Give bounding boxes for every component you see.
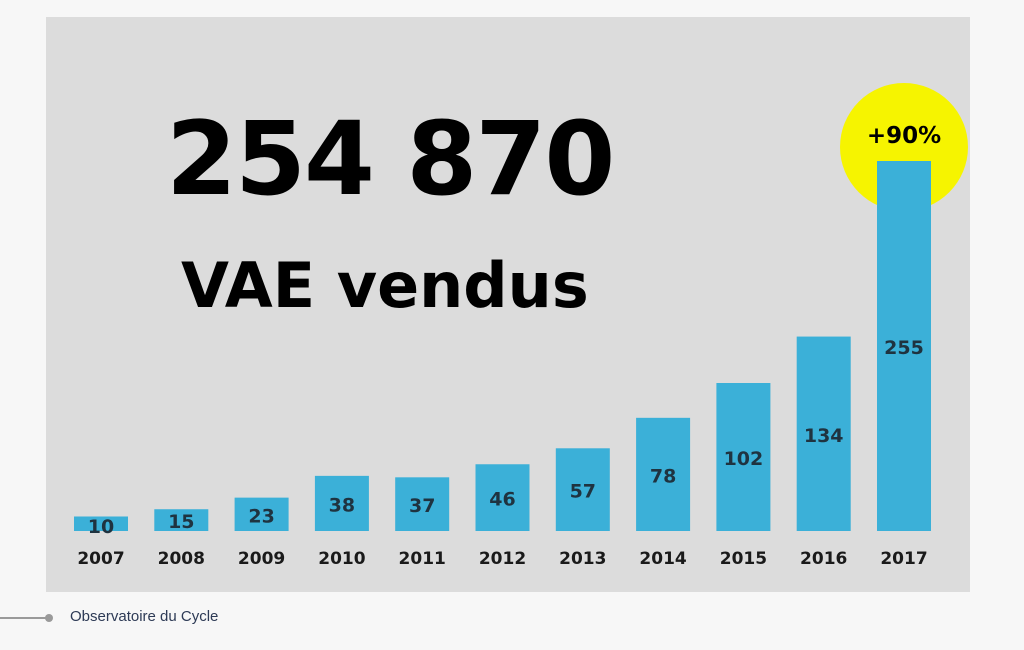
tick-label-2013: 2013 <box>559 549 606 569</box>
headline-value: 254 870 <box>166 100 615 219</box>
tick-label-2008: 2008 <box>158 549 205 569</box>
tick-label-2015: 2015 <box>720 549 767 569</box>
bar-2017 <box>877 161 931 531</box>
tick-label-2007: 2007 <box>77 549 124 569</box>
value-label-2013: 57 <box>570 481 596 503</box>
value-label-2011: 37 <box>409 495 435 517</box>
bar-2009 <box>234 497 289 531</box>
value-label-2012: 46 <box>489 489 515 511</box>
tick-label-2010: 2010 <box>318 549 365 569</box>
headline-label: VAE vendus <box>181 249 589 322</box>
value-label-2017: 255 <box>884 337 924 359</box>
chart-panel: 254 870 VAE vendus 10 2007 15 2008 23 2009 38 2… <box>46 17 970 592</box>
bar-2014 <box>636 417 691 531</box>
annotation-circle <box>840 83 968 211</box>
bar-2016 <box>796 336 851 531</box>
footer-line <box>0 617 48 619</box>
bar-2007 <box>74 516 128 531</box>
source-label: Observatoire du Cycle <box>70 608 219 625</box>
bar-2008 <box>154 509 209 531</box>
tick-label-2017: 2017 <box>880 549 927 569</box>
bar-2011 <box>395 477 450 531</box>
bar-chart: 10 2007 15 2008 23 2009 38 2010 37 2011 46 2012 57 20… <box>74 83 968 569</box>
annotation-label: +90% <box>867 123 941 149</box>
value-label-2009: 23 <box>248 505 274 527</box>
bar-2010 <box>314 475 369 531</box>
tick-label-2012: 2012 <box>479 549 526 569</box>
bar-2012 <box>475 464 530 531</box>
value-label-2007: 10 <box>88 516 114 538</box>
value-label-2014: 78 <box>650 465 676 487</box>
tick-label-2009: 2009 <box>238 549 285 569</box>
value-label-2016: 134 <box>804 425 844 447</box>
footer-dot-icon <box>45 614 53 622</box>
value-label-2015: 102 <box>724 448 764 470</box>
value-label-2010: 38 <box>329 494 355 516</box>
bar-2013 <box>555 448 610 531</box>
bar-2015 <box>716 383 771 531</box>
tick-label-2014: 2014 <box>639 549 686 569</box>
tick-label-2011: 2011 <box>399 549 446 569</box>
value-label-2008: 15 <box>168 511 194 533</box>
tick-label-2016: 2016 <box>800 549 847 569</box>
